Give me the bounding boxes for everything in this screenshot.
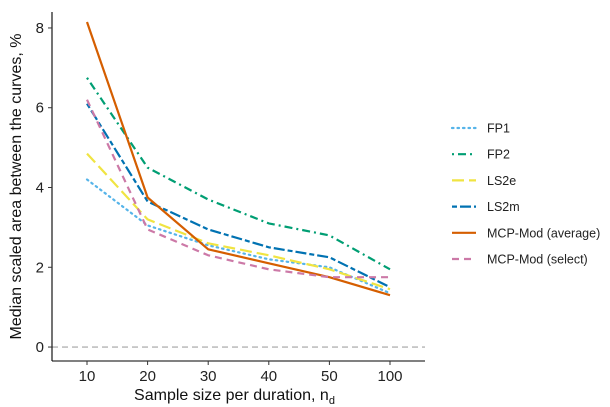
series-line-mcp-mod-select [86,99,390,279]
x-tick-label: 10 [79,368,96,385]
x-tick-label: 20 [139,368,156,385]
y-tick-label: 2 [36,259,44,276]
x-axis-ticks: 10 20 30 40 50 100 [79,361,403,385]
x-tick-label: 50 [321,368,338,385]
series-line-ls2e [86,152,391,291]
y-axis-title: Median scaled area between the curves, % [8,34,25,340]
plot-area [52,21,425,348]
legend-label-ls2m: LS2m [487,200,520,214]
x-axis-title-subscript: d [329,395,335,407]
x-tick-label: 100 [377,368,402,385]
y-tick-label: 6 [36,100,44,117]
y-axis-ticks: 0 2 4 6 8 [36,20,52,356]
legend-label-fp1: FP1 [487,122,510,136]
legend: FP1 FP2 LS2e LS2m MCP-Mod (average) MCP-Mod (… [450,122,600,267]
y-tick-label: 4 [36,179,44,196]
y-tick-label: 0 [36,339,44,356]
y-tick-label: 8 [36,20,44,37]
series-line-ls2m [86,103,391,289]
legend-label-ls2e: LS2e [487,174,516,188]
series-line-fp2 [86,77,391,271]
legend-label-mcp-mod-average: MCP-Mod (average) [487,226,600,240]
legend-label-fp2: FP2 [487,148,510,162]
x-axis-title: Sample size per duration, nd [134,387,335,407]
x-tick-label: 40 [260,368,277,385]
legend-label-mcp-mod-select: MCP-Mod (select) [487,253,588,267]
series-lines [85,21,392,297]
axes: 0 2 4 6 8 10 20 30 40 50 100 [36,12,425,385]
x-tick-label: 30 [200,368,217,385]
x-axis-title-main: Sample size per duration, n [134,387,329,404]
series-line-fp1 [85,178,392,295]
series-line-mcp-mod-average [85,21,391,297]
